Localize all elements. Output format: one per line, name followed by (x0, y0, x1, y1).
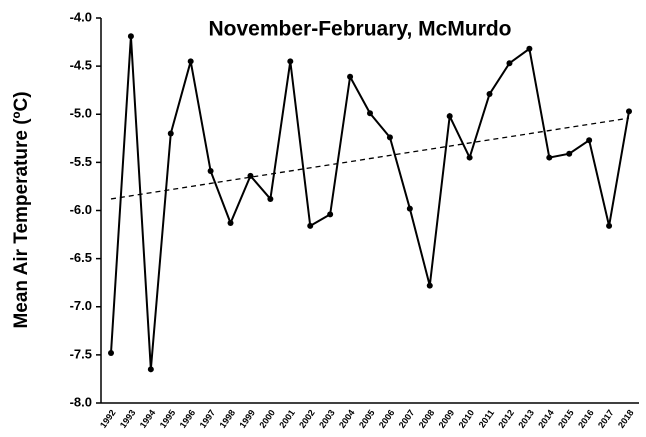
data-point (606, 222, 613, 229)
x-tick-label: 2016 (576, 408, 596, 430)
x-tick-label: 1999 (237, 408, 257, 430)
x-tick-label: 2017 (596, 408, 616, 430)
data-point (426, 282, 433, 289)
y-tick-label: -7.0 (70, 298, 92, 313)
x-tick-label: 2018 (616, 408, 636, 430)
x-tick-label: 2014 (536, 408, 556, 430)
data-point (207, 168, 214, 175)
data-point (287, 58, 294, 65)
data-point (267, 195, 274, 202)
data-point (187, 58, 194, 65)
x-tick-label: 1998 (217, 408, 237, 430)
x-tick-label: 1997 (198, 408, 218, 430)
data-point (506, 60, 513, 67)
x-tick-label: 2011 (477, 408, 496, 430)
data-point (108, 349, 114, 356)
data-point (446, 113, 453, 120)
data-point (486, 91, 493, 98)
data-point (147, 366, 154, 373)
data-point (546, 154, 553, 161)
data-point (386, 134, 393, 141)
x-tick-label: 1996 (178, 408, 198, 430)
y-axis-title: Mean Air Temperature (ºC) (11, 91, 32, 328)
x-tick-label: 2000 (257, 408, 277, 430)
y-tick-label: -4.5 (70, 58, 92, 73)
data-point (347, 73, 354, 80)
data-point (247, 172, 254, 179)
x-tick-label: 2013 (516, 408, 536, 430)
y-tick-label: -6.5 (70, 250, 92, 265)
data-point (127, 33, 134, 40)
x-tick-label: 2004 (337, 408, 357, 430)
x-tick-label: 2015 (556, 408, 576, 430)
x-tick-label: 2009 (437, 408, 457, 430)
x-tick-label: 2003 (317, 408, 337, 430)
x-tick-label: 2006 (377, 408, 397, 430)
data-point (586, 137, 593, 144)
x-tick-label: 2012 (496, 408, 516, 430)
data-point (327, 211, 334, 218)
data-point (406, 205, 413, 212)
chart-title: November-February, McMurdo (209, 18, 512, 41)
data-line (110, 36, 630, 370)
data-point (566, 150, 573, 157)
y-tick-label: -5.5 (70, 154, 92, 169)
y-tick-label: -6.0 (70, 202, 92, 217)
x-tick-label: 1992 (98, 408, 118, 430)
x-tick-label: 1994 (138, 408, 158, 430)
y-tick-label: -5.0 (70, 106, 92, 121)
data-point (626, 108, 632, 115)
y-tick-label: -8.0 (70, 394, 92, 409)
data-point (526, 45, 533, 52)
x-tick-label: 2010 (457, 408, 477, 430)
data-point (167, 130, 174, 137)
x-tick-label: 2001 (277, 408, 297, 430)
x-tick-label: 1995 (158, 408, 178, 430)
x-tick-label: 2005 (357, 408, 377, 430)
data-point (367, 110, 373, 117)
y-tick-label: -7.5 (70, 346, 92, 361)
data-point (307, 222, 314, 229)
data-point (466, 154, 473, 161)
x-tick-label: 2002 (297, 408, 317, 430)
x-tick-label: 1993 (118, 408, 138, 430)
x-tick-label: 2008 (417, 408, 437, 430)
y-tick-label: -4.0 (70, 9, 92, 24)
trend-line (110, 117, 630, 200)
data-point (227, 220, 234, 227)
x-tick-label: 2007 (397, 408, 417, 430)
